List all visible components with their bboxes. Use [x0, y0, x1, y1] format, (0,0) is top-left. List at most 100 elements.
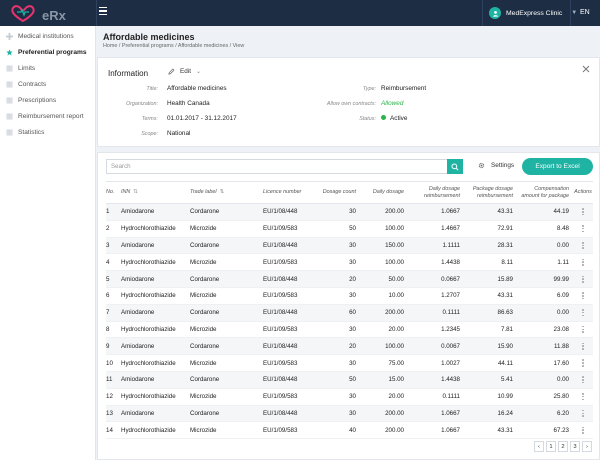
more-vertical-icon[interactable] — [573, 338, 593, 353]
sidebar-item-prescriptions[interactable]: Prescriptions — [0, 92, 96, 108]
document-icon — [6, 128, 13, 136]
table-row[interactable]: 4 Hydrochlorothiazide Microzide EU/1/09/583… — [106, 253, 593, 272]
more-vertical-icon[interactable] — [573, 204, 593, 219]
sidebar-item-medical-institutions[interactable]: Medical institutions — [0, 28, 96, 44]
terms-label: Terms: — [141, 116, 158, 122]
more-vertical-icon[interactable] — [573, 221, 593, 236]
prev-page-button[interactable]: ‹ — [534, 441, 544, 452]
cell-daily-dosage: 200.00 — [360, 203, 408, 221]
sort-icon[interactable]: ⇅ — [219, 189, 225, 196]
table-row[interactable]: 13 Amiodarone Cordarone EU/1/08/448 30 200.00… — [106, 405, 593, 423]
allow-contracts-label: Allow own contracts: — [326, 101, 376, 107]
cell-package-reimbursement: 15.89 — [464, 270, 517, 288]
column-header-inn[interactable]: INN ⇅ — [121, 181, 190, 204]
page-button-3[interactable]: 3 — [570, 441, 580, 452]
column-header-trade-label[interactable]: Trade label ⇅ — [190, 181, 263, 204]
cell-compensation: 6.20 — [517, 405, 573, 423]
page-button-2[interactable]: 2 — [558, 441, 568, 452]
more-vertical-icon[interactable] — [573, 406, 593, 421]
cell-trade-label: Microzide — [190, 354, 263, 372]
more-vertical-icon[interactable] — [573, 305, 593, 320]
pencil-icon — [168, 68, 175, 75]
more-vertical-icon[interactable] — [573, 372, 593, 387]
cell-no: 8 — [106, 321, 121, 339]
next-page-button[interactable]: › — [582, 441, 592, 452]
search-icon — [451, 162, 459, 171]
status-value: Active — [390, 115, 408, 122]
row-actions-cell — [573, 253, 593, 272]
column-header-actions: Actions — [573, 181, 593, 204]
cell-package-reimbursement: 43.31 — [464, 287, 517, 305]
more-vertical-icon[interactable] — [573, 271, 593, 286]
cell-dosage-count: 30 — [315, 321, 360, 339]
more-vertical-icon[interactable] — [573, 322, 593, 337]
sidebar-item-contracts[interactable]: Contracts — [0, 76, 96, 92]
table-row[interactable]: 2 Hydrochlorothiazide Microzide EU/1/09/583… — [106, 220, 593, 238]
medicines-table: No. INN ⇅ Trade label ⇅ Licence number Dos… — [106, 181, 593, 440]
table-row[interactable]: 10 Hydrochlorothiazide Microzide EU/1/09/58… — [106, 354, 593, 372]
cell-compensation: 17.60 — [517, 354, 573, 372]
cell-dosage-count: 30 — [315, 354, 360, 372]
sidebar-item-label: Preferential programs — [18, 48, 87, 56]
cell-dosage-count: 30 — [315, 253, 360, 272]
page-button-1[interactable]: 1 — [546, 441, 556, 452]
table-row[interactable]: 12 Hydrochlorothiazide Microzide EU/1/09/58… — [106, 388, 593, 406]
sidebar-item-label: Limits — [18, 64, 36, 72]
sidebar-item-reimbursement-report[interactable]: Reimbursement report — [0, 108, 96, 124]
cell-inn: Hydrochlorothiazide — [121, 220, 190, 238]
cell-compensation: 0.00 — [517, 304, 573, 322]
scope-label: Scope: — [141, 131, 158, 137]
more-vertical-icon[interactable] — [573, 355, 593, 370]
more-vertical-icon[interactable] — [573, 288, 593, 303]
sidebar-item-limits[interactable]: Limits — [0, 60, 96, 76]
close-icon[interactable] — [582, 65, 590, 73]
table-row[interactable]: 7 Amiodarone Cordarone EU/1/08/448 60 200.00 0… — [106, 304, 593, 322]
table-row[interactable]: 11 Amiodarone Cordarone EU/1/08/448 50 15.00 1… — [106, 371, 593, 389]
export-excel-button[interactable]: Export to Excel — [522, 158, 593, 175]
row-actions-cell — [573, 405, 593, 423]
cell-package-reimbursement: 28.31 — [464, 237, 517, 255]
settings-button[interactable]: Settings — [478, 162, 514, 169]
sidebar-item-label: Contracts — [18, 80, 47, 88]
sort-icon[interactable]: ⇅ — [133, 189, 138, 196]
more-vertical-icon[interactable] — [573, 389, 593, 404]
edit-button[interactable]: Edit ⌄ — [168, 68, 201, 75]
cell-daily-reimbursement: 0.1111 — [408, 388, 464, 406]
row-actions-cell — [573, 304, 593, 322]
cell-no: 12 — [106, 388, 121, 406]
sidebar-item-preferential-programs[interactable]: Preferential programs — [0, 44, 96, 60]
table-header-row: No. INN ⇅ Trade label ⇅ Licence number Dos… — [106, 181, 593, 204]
cell-no: 1 — [106, 203, 121, 221]
table-row[interactable]: 6 Hydrochlorothiazide Microzide EU/1/09/583… — [106, 287, 593, 305]
search-field — [106, 159, 447, 174]
table-row[interactable]: 14 Hydrochlorothiazide Microzide EU/1/09/58… — [106, 421, 593, 440]
table-row[interactable]: 8 Hydrochlorothiazide Microzide EU/1/09/583… — [106, 321, 593, 339]
table-row[interactable]: 5 Amiodarone Cordarone EU/1/08/448 20 50.00 0.… — [106, 270, 593, 288]
cell-package-reimbursement: 86.63 — [464, 304, 517, 322]
table-row[interactable]: 3 Amiodarone Cordarone EU/1/08/448 30 150.00 1… — [106, 237, 593, 255]
more-vertical-icon[interactable] — [573, 254, 593, 269]
table-row[interactable]: 9 Amiodarone Cordarone EU/1/08/448 20 100.00 0… — [106, 337, 593, 356]
cell-inn: Amiodarone — [121, 405, 190, 423]
cell-daily-reimbursement: 0.0667 — [408, 270, 464, 288]
document-icon — [6, 96, 13, 104]
breadcrumb[interactable]: Home / Preferential programs / Affordabl… — [103, 43, 245, 49]
clinic-selector[interactable]: MedExpress Clinic ▼ — [489, 6, 577, 20]
language-switch[interactable]: EN — [580, 9, 590, 16]
cell-dosage-count: 60 — [315, 304, 360, 322]
cell-licence: EU/1/08/448 — [263, 203, 315, 221]
cell-daily-dosage: 75.00 — [360, 354, 408, 372]
search-input[interactable] — [107, 160, 447, 173]
sidebar-item-statistics[interactable]: Statistics — [0, 124, 96, 140]
more-vertical-icon[interactable] — [573, 422, 593, 437]
cell-licence: EU/1/08/448 — [263, 337, 315, 356]
search-button[interactable] — [447, 159, 463, 174]
cell-trade-label: Cordarone — [190, 405, 263, 423]
cell-trade-label: Microzide — [190, 220, 263, 238]
logo-heart-icon — [11, 5, 35, 23]
more-vertical-icon[interactable] — [573, 238, 593, 253]
menu-toggle-icon[interactable] — [99, 7, 109, 17]
logo[interactable]: eRx — [8, 4, 68, 23]
table-row[interactable]: 1 Amiodarone Cordarone EU/1/08/448 30 200.00 1… — [106, 203, 593, 221]
cell-dosage-count: 20 — [315, 337, 360, 356]
